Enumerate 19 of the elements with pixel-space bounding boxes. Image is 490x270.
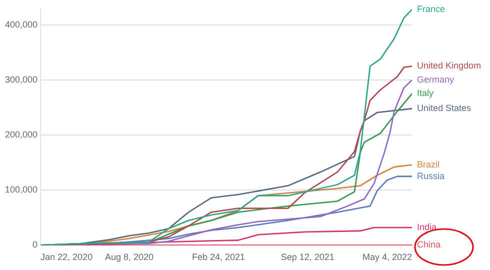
y-tick-label: 100,000 — [4, 184, 38, 195]
x-tick-label: Sep 12, 2021 — [280, 252, 334, 262]
series-label: India — [417, 222, 437, 232]
x-tick-label: Aug 8, 2020 — [105, 252, 154, 262]
y-tick-label: 400,000 — [4, 19, 38, 30]
y-tick-label: 200,000 — [4, 130, 38, 140]
series-label: United States — [417, 103, 472, 114]
series-label: France — [417, 4, 446, 14]
x-tick-label: Jan 22, 2020 — [40, 252, 93, 262]
series-label: Italy — [417, 88, 434, 98]
series-label: Germany — [417, 74, 455, 84]
x-tick-label: Feb 24, 2021 — [192, 252, 245, 262]
series-label: China — [417, 240, 441, 250]
series-label: United Kingdom — [417, 60, 482, 71]
x-tick-label: May 4, 2022 — [362, 252, 412, 262]
y-tick-label: 300,000 — [4, 74, 38, 84]
series-label: Brazil — [417, 159, 440, 170]
y-tick-label: 0 — [32, 240, 38, 250]
series-label: Russia — [417, 170, 445, 181]
